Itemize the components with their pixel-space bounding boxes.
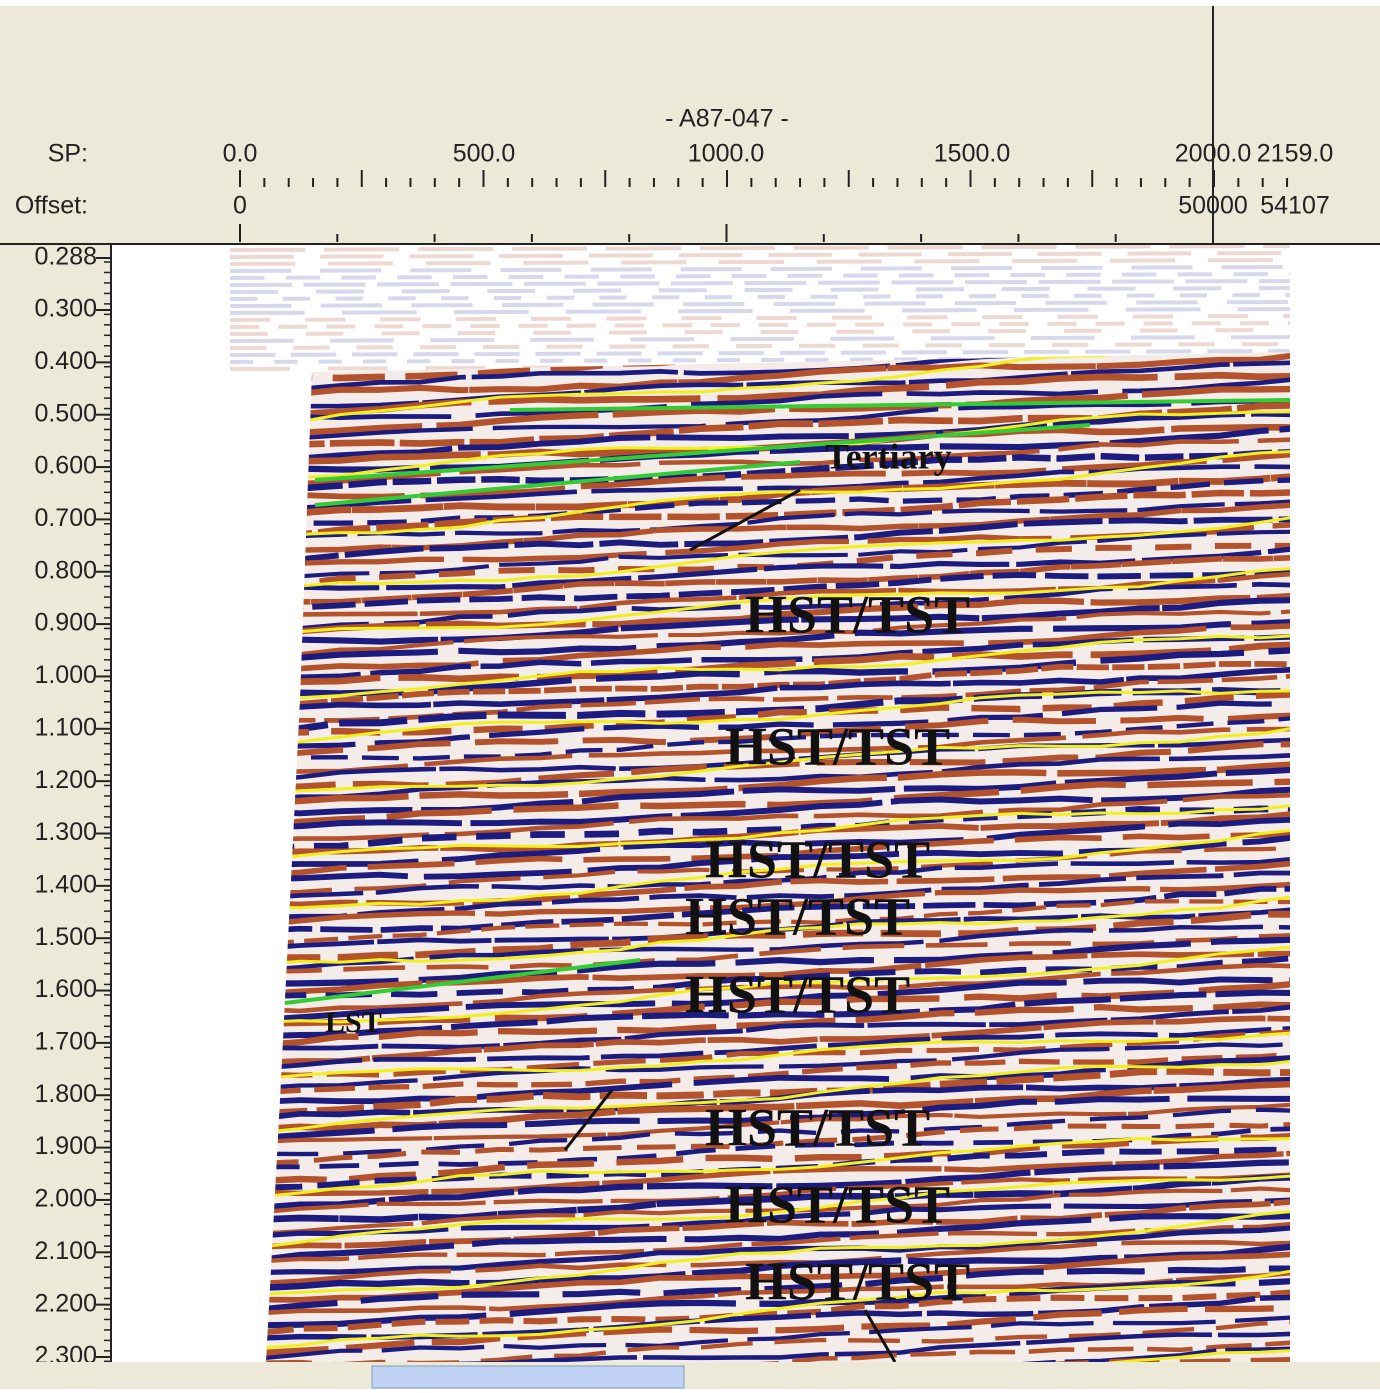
annotation: HST/TST: [685, 964, 910, 1024]
annotation: HST/TST: [725, 1174, 950, 1234]
sp-tick-label: 1500.0: [934, 140, 1010, 168]
annotation: HST/TST: [745, 584, 970, 644]
line-name: - A87-047 -: [665, 105, 789, 133]
offset-tick-label: 50000: [1178, 192, 1248, 220]
page: - A87-047 - SP: Offset: 0.0 500.0 1000.0 15…: [0, 0, 1380, 1389]
sp-tick-label: 500.0: [453, 140, 516, 168]
annotation: Tertiary: [825, 436, 952, 476]
time-tick-label: 1.600: [34, 975, 97, 1003]
annotation: LST: [325, 1006, 382, 1039]
time-tick-label: 0.400: [34, 347, 97, 375]
time-tick-label: 0.700: [34, 504, 97, 532]
time-tick-label: 0.500: [34, 399, 97, 427]
header-edge: [0, 0, 1380, 6]
time-tick-label: 1.800: [34, 1080, 97, 1108]
scrollbar-thumb[interactable]: [372, 1366, 684, 1388]
seismic-viewer: - A87-047 - SP: Offset: 0.0 500.0 1000.0 15…: [0, 0, 1380, 1389]
scrollbar-track: [0, 1362, 1380, 1389]
time-tick-label: 0.900: [34, 609, 97, 637]
time-tick-label: 0.600: [34, 452, 97, 480]
time-tick-label: 0.300: [34, 295, 97, 323]
time-tick-label: 2.100: [34, 1237, 97, 1265]
offset-label: Offset:: [15, 192, 88, 220]
time-tick-label: 2.000: [34, 1185, 97, 1213]
sp-tick-label: 0.0: [223, 140, 258, 168]
offset-tick-label: 54107: [1260, 192, 1330, 220]
annotation: HST/TST: [685, 886, 910, 946]
sp-tick-label: 2000.0: [1175, 140, 1251, 168]
offset-tick-label: 0: [233, 192, 247, 220]
annotation: HST/TST: [725, 716, 950, 776]
time-tick-label: 1.000: [34, 661, 97, 689]
time-tick-label: 2.200: [34, 1289, 97, 1317]
time-tick-label: 0.288: [34, 243, 97, 271]
time-tick-label: 1.900: [34, 1132, 97, 1160]
annotation: HST/TST: [745, 1251, 970, 1311]
annotation: HST/TST: [705, 829, 930, 889]
time-tick-label: 1.100: [34, 713, 97, 741]
time-tick-label: 1.500: [34, 923, 97, 951]
time-tick-label: 1.700: [34, 1028, 97, 1056]
sp-tick-label: 1000.0: [688, 140, 764, 168]
sp-label: SP:: [48, 140, 88, 168]
sp-tick-label: 2159.0: [1257, 140, 1333, 168]
time-tick-label: 1.400: [34, 870, 97, 898]
annotation: HST/TST: [705, 1097, 930, 1157]
time-tick-label: 1.200: [34, 766, 97, 794]
time-tick-label: 1.300: [34, 818, 97, 846]
time-tick-label: 0.800: [34, 556, 97, 584]
